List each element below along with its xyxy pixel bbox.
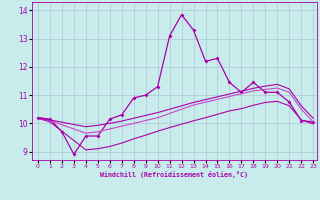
X-axis label: Windchill (Refroidissement éolien,°C): Windchill (Refroidissement éolien,°C) <box>100 171 248 178</box>
